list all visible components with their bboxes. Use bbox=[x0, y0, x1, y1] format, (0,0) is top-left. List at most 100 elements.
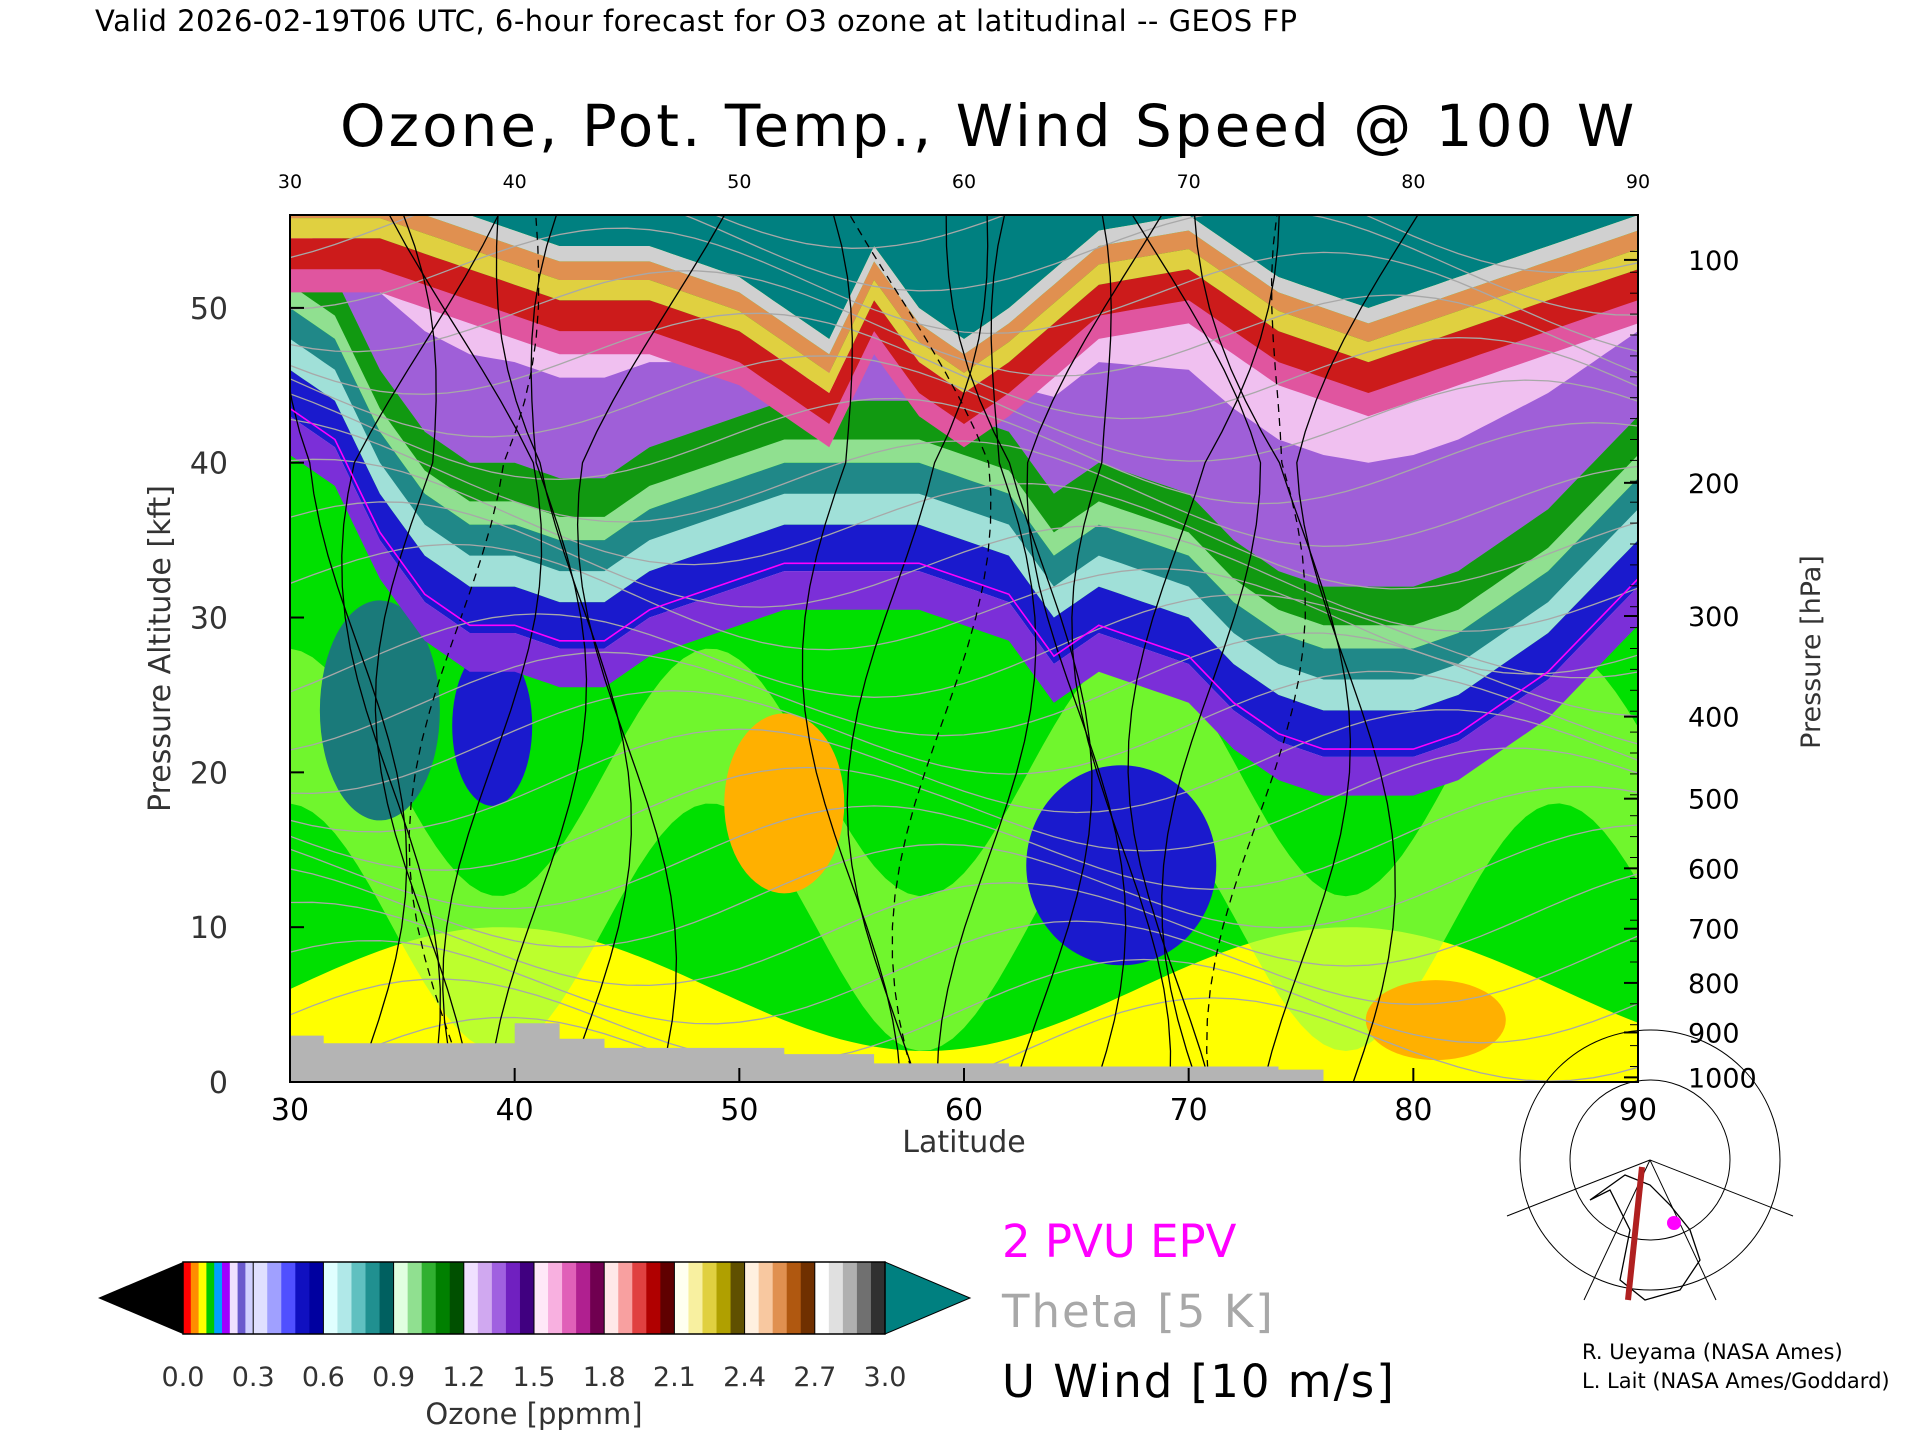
ptick-label-4: 500 bbox=[1688, 785, 1740, 816]
strat-layer-2 bbox=[290, 416, 1638, 796]
colorbar-swatch-0-0 bbox=[183, 1262, 192, 1334]
colorbar-swatch-9-4 bbox=[870, 1262, 886, 1334]
colorbar-swatch-4-2 bbox=[491, 1262, 507, 1334]
colorbar-swatch-2-0 bbox=[323, 1262, 338, 1334]
mid-trop-band bbox=[290, 648, 1638, 1051]
legend-epv: 2 PVU EPV bbox=[1002, 1215, 1237, 1268]
map-frame bbox=[1548, 1158, 1748, 1308]
chart-title: Ozone, Pot. Temp., Wind Speed @ 100 W bbox=[340, 92, 1638, 160]
uwind-contour-12 bbox=[945, 215, 1093, 1082]
xtick-label-3: 60 bbox=[945, 1093, 983, 1128]
blue-pocket-39n bbox=[452, 645, 533, 806]
colorbar-swatch-7-0 bbox=[674, 1262, 689, 1334]
theta-contour-21 bbox=[713, 215, 1638, 274]
uwind-contour-9 bbox=[846, 215, 989, 1082]
xtick-label-0: 30 bbox=[271, 1093, 309, 1128]
ytick-label-3: 30 bbox=[190, 602, 228, 637]
colorbar-swatch-0-5 bbox=[222, 1262, 231, 1334]
colorbar-label: Ozone [ppmm] bbox=[425, 1397, 642, 1431]
colorbar-swatch-3-3 bbox=[435, 1262, 451, 1334]
colorbar-tick-8: 2.4 bbox=[723, 1362, 766, 1393]
xtick-label-6: 90 bbox=[1619, 1093, 1657, 1128]
colorbar-swatch-5-2 bbox=[562, 1262, 577, 1334]
theta-contour-20 bbox=[290, 215, 1638, 316]
uwind-contour-4 bbox=[388, 215, 543, 1082]
colorbar-swatch-0-7 bbox=[237, 1262, 246, 1334]
orange-pocket-80n bbox=[1365, 980, 1506, 1061]
xtick-label-1: 40 bbox=[496, 1093, 534, 1128]
strat-layer-3 bbox=[290, 323, 1638, 711]
map-coastline-na bbox=[1589, 1174, 1701, 1301]
ptick-label-2: 300 bbox=[1688, 602, 1740, 633]
xtick-top-label-3: 60 bbox=[952, 171, 976, 193]
colorbar-swatch-7-4 bbox=[730, 1262, 746, 1334]
colorbar-swatch-4-1 bbox=[477, 1262, 493, 1334]
xtick-top-label-4: 70 bbox=[1177, 171, 1201, 193]
uwind-contour-16 bbox=[1131, 215, 1262, 1082]
y2-axis-label: Pressure [hPa] bbox=[1796, 555, 1827, 749]
y-axis-label: Pressure Altitude [kft] bbox=[143, 485, 178, 812]
ptick-label-1: 200 bbox=[1688, 469, 1740, 500]
legend-theta: Theta [5 K] bbox=[1002, 1285, 1275, 1338]
ytick-label-5: 50 bbox=[190, 292, 228, 327]
colorbar-swatch-9-2 bbox=[842, 1262, 858, 1334]
locator-map bbox=[1506, 1029, 1794, 1308]
x-axis-label: Latitude bbox=[902, 1125, 1025, 1160]
colorbar-tick-1: 0.3 bbox=[232, 1362, 275, 1393]
colorbar-swatch-0-8 bbox=[245, 1262, 254, 1334]
colorbar-swatch-7-1 bbox=[688, 1262, 703, 1334]
ptick-label-7: 800 bbox=[1688, 969, 1740, 1000]
ytick-label-4: 40 bbox=[190, 447, 228, 482]
colorbar-swatch-0-2 bbox=[198, 1262, 207, 1334]
colorbar-swatch-5-4 bbox=[590, 1262, 605, 1334]
ptick-label-3: 400 bbox=[1688, 703, 1740, 734]
map-marker bbox=[1667, 1216, 1681, 1230]
colorbar-swatch-4-0 bbox=[463, 1262, 479, 1334]
ptick-label-0: 100 bbox=[1688, 246, 1740, 277]
colorbar-swatch-0-6 bbox=[229, 1262, 239, 1334]
xtick-label-5: 80 bbox=[1394, 1093, 1432, 1128]
header-valid-line: Valid 2026-02-19T06 UTC, 6-hour forecast… bbox=[95, 4, 1298, 38]
colorbar-swatch-1-4 bbox=[309, 1262, 324, 1334]
credit-line-2: L. Lait (NASA Ames/Goddard) bbox=[1582, 1369, 1890, 1393]
map-latitude-inner bbox=[1569, 1079, 1731, 1241]
ytick-label-2: 20 bbox=[190, 756, 228, 791]
colorbar-swatch-9-3 bbox=[856, 1262, 872, 1334]
strat-layer-11 bbox=[290, 218, 1638, 393]
strat-layer-8 bbox=[290, 230, 1638, 463]
theta-contour-5 bbox=[290, 785, 1638, 910]
colorbar-swatch-8-3 bbox=[786, 1262, 802, 1334]
uwind-contour-7 bbox=[576, 215, 726, 1082]
colorbar-swatch-8-2 bbox=[772, 1262, 788, 1334]
colorbar-tick-6: 1.8 bbox=[583, 1362, 626, 1393]
map-latitude-outer bbox=[1519, 1029, 1781, 1291]
colorbar-swatch-4-4 bbox=[519, 1262, 535, 1334]
theta-contour-4 bbox=[290, 824, 1638, 948]
uwind-contour-15 bbox=[1127, 215, 1280, 1082]
uwind-contour-13 bbox=[1026, 215, 1163, 1082]
colorbar-tick-5: 1.5 bbox=[513, 1362, 556, 1393]
colorbar-swatch-2-3 bbox=[365, 1262, 381, 1334]
xtick-top-label-0: 30 bbox=[278, 171, 302, 193]
colorbar-swatch-2-4 bbox=[379, 1262, 395, 1334]
colorbar-swatch-1-3 bbox=[295, 1262, 310, 1334]
theta-contour-3 bbox=[290, 873, 1638, 987]
colorbar-swatch-6-3 bbox=[646, 1262, 661, 1334]
theta-contour-14 bbox=[290, 418, 1638, 547]
colorbar-swatch-8-4 bbox=[800, 1262, 816, 1334]
colorbar-swatch-3-2 bbox=[421, 1262, 437, 1334]
map-transect-line bbox=[1625, 1166, 1645, 1301]
xtick-top-label-6: 90 bbox=[1626, 171, 1650, 193]
uwind-contour-18 bbox=[1193, 215, 1352, 1082]
theta-contour-15 bbox=[290, 393, 1638, 505]
colorbar-swatch-2-2 bbox=[351, 1262, 367, 1334]
epv-2pvu-line bbox=[290, 407, 1638, 750]
colorbar-swatch-6-0 bbox=[604, 1262, 619, 1334]
colorbar-swatch-5-1 bbox=[548, 1262, 563, 1334]
map-meridian-3 bbox=[1649, 1159, 1794, 1217]
theta-contour-19 bbox=[290, 227, 1638, 353]
strat-layer-1 bbox=[290, 369, 1638, 757]
colorbar-swatch-8-0 bbox=[744, 1262, 760, 1334]
colorbar-swatch-5-3 bbox=[576, 1262, 591, 1334]
colorbar-swatch-4-3 bbox=[505, 1262, 521, 1334]
